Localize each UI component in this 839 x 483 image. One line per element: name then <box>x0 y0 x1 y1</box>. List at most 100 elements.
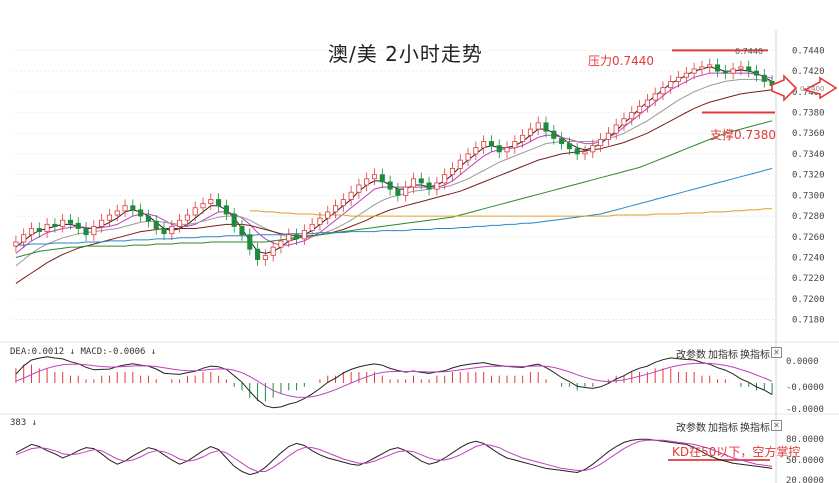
candle <box>340 199 346 207</box>
candle <box>598 139 604 147</box>
candle <box>434 182 440 190</box>
candle <box>278 240 284 248</box>
candle <box>36 228 42 233</box>
candle <box>200 203 206 209</box>
candle <box>114 210 120 216</box>
candle <box>184 214 190 221</box>
ma-line-ma250 <box>249 208 773 217</box>
candle <box>473 147 479 155</box>
y-tick-label: 0.7180 <box>792 316 825 326</box>
candle <box>161 228 167 235</box>
support-label: 支撑0.7380 <box>710 128 776 142</box>
candle <box>746 66 752 72</box>
candle <box>707 64 713 68</box>
macd-add-indicator-button[interactable]: 加指标 <box>708 350 738 361</box>
candle <box>208 199 214 205</box>
macd-dea-line <box>15 362 773 398</box>
candle <box>262 255 268 260</box>
candle <box>332 205 339 213</box>
y-tick-label: 0.7280 <box>792 212 825 222</box>
y-tick-label: 0.7360 <box>792 129 825 139</box>
candle <box>348 191 354 200</box>
chart-title: 澳/美 2小时走势 <box>328 42 483 66</box>
candle <box>613 124 619 134</box>
macd-close-icon[interactable]: ✕ <box>771 347 782 358</box>
candle <box>488 141 494 147</box>
candle <box>106 214 112 221</box>
kd-tick-label: 20.0000 <box>786 476 824 483</box>
ma-line-ma10 <box>15 72 773 254</box>
candle <box>130 205 136 211</box>
candle <box>738 66 744 70</box>
candle <box>559 137 565 144</box>
candle <box>582 151 588 155</box>
candle <box>91 226 97 236</box>
candle <box>153 220 159 229</box>
macd-change-params-button[interactable]: 改参数 <box>676 350 706 361</box>
candle <box>356 184 362 193</box>
y-tick-label: 0.7420 <box>792 67 825 77</box>
y-tick-label: 0.7260 <box>792 233 825 243</box>
candle <box>621 118 627 126</box>
candle <box>177 219 183 227</box>
macd-label: DEA:0.0012 ↓ MACD:-0.0006 ↓ <box>10 347 157 357</box>
candle <box>223 205 229 215</box>
candle <box>668 81 674 89</box>
macd-dif-line <box>15 356 773 409</box>
candle <box>551 130 557 139</box>
resistance-small-label: 0.7440 <box>735 47 763 56</box>
candle <box>169 226 175 235</box>
candle <box>605 132 611 140</box>
candle <box>21 234 27 243</box>
candle <box>761 74 767 82</box>
kd-change-params-button[interactable]: 改参数 <box>676 423 706 434</box>
candle <box>67 219 74 224</box>
candle <box>371 174 378 180</box>
y-tick-label: 0.7440 <box>792 46 825 56</box>
candle <box>325 211 331 219</box>
candle <box>99 219 105 227</box>
candle <box>512 141 518 149</box>
candle <box>247 234 253 250</box>
resistance-label: 压力0.7440 <box>588 54 654 68</box>
kd-note-label: KD在50以下，空方掌控 <box>672 445 801 459</box>
kd-tick-label: 50.0000 <box>786 456 824 466</box>
y-tick-label: 0.7400 <box>792 88 825 98</box>
y-tick-label: 0.7380 <box>792 109 825 119</box>
candle <box>520 134 526 142</box>
candle <box>691 68 697 74</box>
kd-label: 383 ↓ <box>10 418 38 428</box>
candle <box>722 70 728 74</box>
macd-tick-label: -0.0000 <box>786 405 824 415</box>
candle <box>426 182 432 190</box>
y-tick-label: 0.7240 <box>792 254 825 264</box>
candle <box>192 207 198 216</box>
candle <box>364 178 370 186</box>
candle <box>418 178 424 184</box>
macd-tick-label: 0.0000 <box>786 357 819 367</box>
candle <box>286 234 292 242</box>
candle <box>543 122 549 132</box>
kd-tick-label: 80.0000 <box>786 435 824 445</box>
candle <box>699 66 705 70</box>
kd-close-icon[interactable]: ✕ <box>771 420 782 431</box>
y-tick-label: 0.7340 <box>792 150 825 160</box>
candle <box>52 223 58 227</box>
kd-switch-indicator-button[interactable]: 换指标 <box>740 423 770 434</box>
kd-add-indicator-button[interactable]: 加指标 <box>708 423 738 434</box>
kd-k-line <box>15 438 773 476</box>
candle <box>75 222 81 229</box>
macd-switch-indicator-button[interactable]: 换指标 <box>740 350 770 361</box>
candle <box>660 87 666 95</box>
y-tick-label: 0.7300 <box>792 191 825 201</box>
candle <box>216 199 222 207</box>
y-tick-label: 0.7200 <box>792 295 825 305</box>
candle <box>714 64 721 72</box>
candle <box>294 234 300 240</box>
candle <box>28 228 35 236</box>
candle <box>403 186 409 196</box>
candle <box>527 128 533 136</box>
y-tick-label: 0.7320 <box>792 171 825 181</box>
